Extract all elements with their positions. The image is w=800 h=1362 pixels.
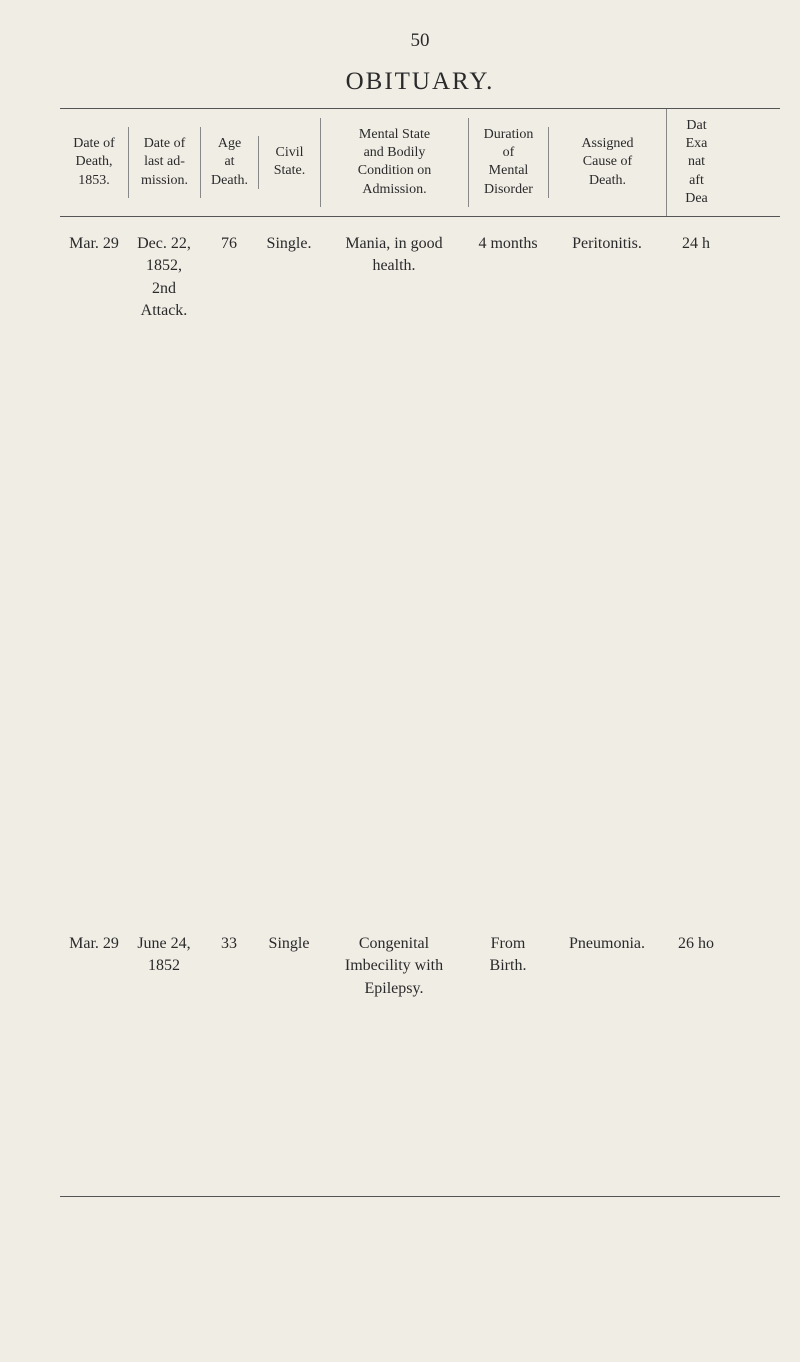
header-date-of-death: Date of Death, 1853. — [60, 127, 128, 198]
cell-age: 33 — [200, 929, 258, 959]
cell-cause: Peritonitis. — [548, 229, 666, 259]
cell-civil-state: Single — [258, 929, 320, 959]
page-number: 50 — [60, 30, 780, 52]
cell-date-exam: 24 h — [666, 229, 726, 259]
header-date-last-admission: Date of last ad- mission. — [128, 127, 200, 198]
obituary-table: Date of Death, 1853. Date of last ad- mi… — [60, 108, 780, 1197]
cell-civil-state: Single. — [258, 229, 320, 259]
cell-age: 76 — [200, 229, 258, 259]
table-gap — [60, 337, 780, 917]
cell-mental-state: Mania, in good health. — [320, 229, 468, 282]
header-cause: Assigned Cause of Death. — [548, 127, 666, 198]
header-age: Age at Death. — [200, 127, 258, 198]
cell-date-exam: 26 ho — [666, 929, 726, 959]
header-civil-state: Civil State. — [258, 136, 320, 188]
header-date-exam: Dat Exa nat aft Dea — [666, 109, 726, 216]
cell-date-last-admission: June 24, 1852 — [128, 929, 200, 982]
cell-date-of-death: Mar. 29 — [60, 229, 128, 259]
cell-date-of-death: Mar. 29 — [60, 929, 128, 959]
document-title: OBITUARY. — [60, 68, 780, 96]
table-row: Mar. 29 June 24, 1852 33 Single Congenit… — [60, 917, 780, 1197]
cell-cause: Pneumonia. — [548, 929, 666, 959]
cell-mental-state: Congenital Imbecility with Epilepsy. — [320, 929, 468, 1004]
cell-date-last-admission: Dec. 22, 1852, 2nd Attack. — [128, 229, 200, 327]
table-row: Mar. 29 Dec. 22, 1852, 2nd Attack. 76 Si… — [60, 217, 780, 337]
header-mental-state: Mental State and Bodily Condition on Adm… — [320, 118, 468, 207]
table-header-row: Date of Death, 1853. Date of last ad- mi… — [60, 109, 780, 217]
cell-duration: 4 months — [468, 229, 548, 259]
cell-duration: From Birth. — [468, 929, 548, 982]
header-duration: Duration of Mental Disorder — [468, 118, 548, 207]
